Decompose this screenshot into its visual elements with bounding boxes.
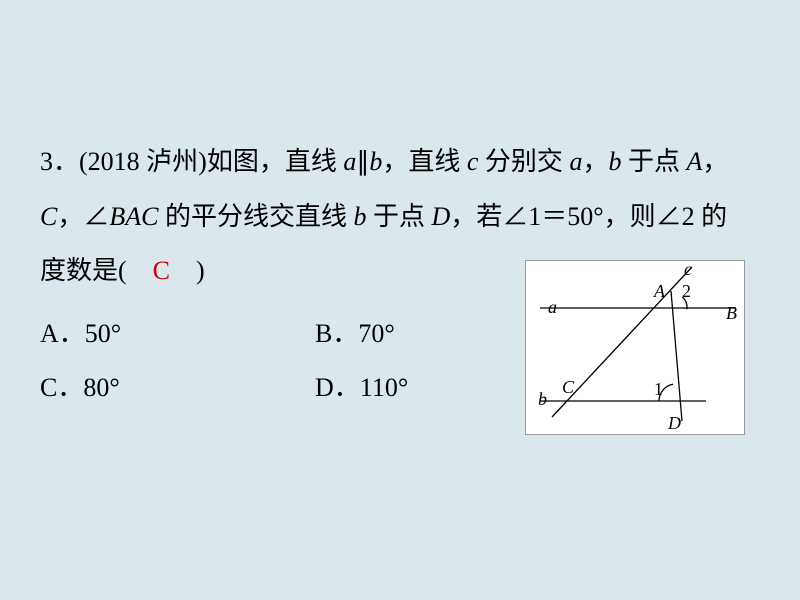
t11: ，若∠1＝50°，则∠2 的 <box>450 202 727 231</box>
svg-text:2: 2 <box>682 281 691 301</box>
option-a: A．50° <box>40 307 315 362</box>
svg-text:D: D <box>667 413 681 433</box>
var-b2: b <box>608 147 621 176</box>
svg-text:b: b <box>538 389 547 409</box>
t7: ， <box>702 147 728 176</box>
q-source: (2018 泸州) <box>79 147 207 176</box>
oc-label: C． <box>40 373 83 402</box>
t9: 的平分线交直线 <box>158 202 353 231</box>
oc-val: 80° <box>83 373 119 402</box>
var-a2: a <box>569 147 582 176</box>
t5: ， <box>582 147 608 176</box>
t4: 分别交 <box>478 147 569 176</box>
oa-val: 50° <box>85 319 121 348</box>
q-number: 3． <box>40 147 79 176</box>
t1: 如图，直线 <box>207 147 344 176</box>
diagram-svg: a b cA B C D1 2 <box>526 261 746 436</box>
svg-text:1: 1 <box>654 379 663 399</box>
geometry-diagram: a b cA B C D1 2 <box>525 260 745 435</box>
t6: 于点 <box>621 147 686 176</box>
svg-text:A: A <box>653 281 666 301</box>
var-D: D <box>432 202 451 231</box>
od-val: 110° <box>360 373 408 402</box>
t13: ) <box>170 256 205 285</box>
svg-text:B: B <box>726 303 737 323</box>
svg-text:c: c <box>684 261 692 279</box>
svg-text:a: a <box>548 297 557 317</box>
ob-val: 70° <box>358 319 394 348</box>
answer: C <box>153 256 170 285</box>
option-c: C．80° <box>40 361 315 416</box>
ob-label: B． <box>315 319 358 348</box>
var-BAC: BAC <box>109 202 158 231</box>
var-b: b <box>369 147 382 176</box>
option-d: D．110° <box>315 361 515 416</box>
od-label: D． <box>315 373 360 402</box>
option-b: B．70° <box>315 307 515 362</box>
var-c: c <box>467 147 479 176</box>
t8: ，∠ <box>57 202 109 231</box>
t3: ，直线 <box>382 147 467 176</box>
var-C: C <box>40 202 57 231</box>
var-b3: b <box>353 202 366 231</box>
var-a: a <box>343 147 356 176</box>
svg-text:C: C <box>562 377 575 397</box>
t12: 度数是( <box>40 256 153 285</box>
t10: 于点 <box>366 202 431 231</box>
var-A: A <box>686 147 702 176</box>
oa-label: A． <box>40 319 85 348</box>
t2: ∥ <box>356 147 369 176</box>
